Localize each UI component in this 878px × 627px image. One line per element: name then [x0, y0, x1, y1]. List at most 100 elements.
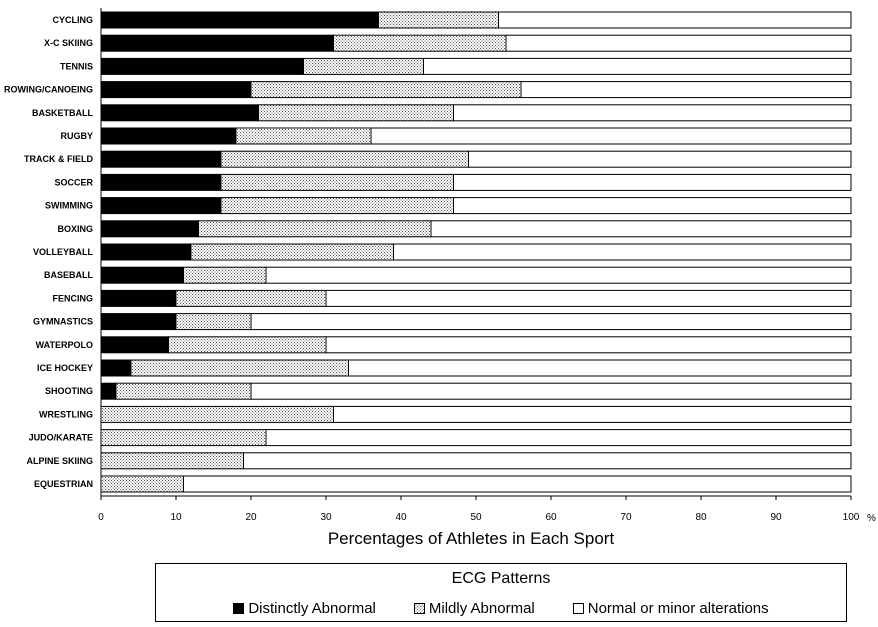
bar-track-field-distinctly-abnormal: [100, 150, 222, 168]
legend-swatch-mildly-abnormal: [413, 603, 425, 614]
bar-waterpolo-distinctly-abnormal: [100, 336, 169, 354]
bar-cycling-normal-or-minor-alterations: [498, 11, 852, 29]
bar-waterpolo-normal-or-minor-alterations: [325, 336, 852, 354]
bar-swimming-mildly-abnormal: [220, 197, 454, 215]
x-tick-label: 10: [170, 512, 182, 523]
category-label: TENNIS: [60, 61, 93, 71]
category-label: SHOOTING: [45, 386, 93, 396]
bar-rugby-normal-or-minor-alterations: [370, 127, 852, 145]
bar-soccer-distinctly-abnormal: [100, 173, 222, 191]
category-label: X-C SKIING: [44, 38, 93, 48]
bar-fencing-distinctly-abnormal: [100, 289, 177, 307]
category-label: ALPINE SKIING: [26, 456, 93, 466]
category-label: WRESTLING: [39, 409, 93, 419]
bar-volleyball-normal-or-minor-alterations: [393, 243, 852, 261]
bar-waterpolo-mildly-abnormal: [168, 336, 327, 354]
bar-cycling-distinctly-abnormal: [100, 11, 379, 29]
bar-alpine-skiing-mildly-abnormal: [100, 452, 244, 470]
bar-baseball-mildly-abnormal: [183, 266, 267, 284]
legend-label-normal: Normal or minor alterations: [587, 600, 769, 617]
bar-wrestling-normal-or-minor-alterations: [333, 405, 852, 423]
bar-equestrian-mildly-abnormal: [100, 475, 184, 493]
bar-baseball-distinctly-abnormal: [100, 266, 184, 284]
bar-boxing-normal-or-minor-alterations: [430, 220, 852, 238]
bar-alpine-skiing-normal-or-minor-alterations: [243, 452, 852, 470]
category-label: BASKETBALL: [32, 108, 93, 118]
legend: ECG Patterns Distinctly Abnormal Mildly …: [155, 563, 847, 622]
legend-title: ECG Patterns: [451, 570, 551, 587]
bar-shooting-normal-or-minor-alterations: [250, 382, 852, 400]
x-tick-label: 70: [620, 512, 632, 523]
bar-rowing-canoeing-normal-or-minor-alterations: [520, 81, 852, 99]
bar-wrestling-mildly-abnormal: [100, 405, 334, 423]
x-axis-title: Percentages of Athletes in Each Sport: [328, 529, 615, 548]
bar-x-c-skiing-distinctly-abnormal: [100, 34, 334, 52]
x-axis-unit: %: [867, 513, 876, 524]
bar-gymnastics-mildly-abnormal: [175, 313, 252, 331]
x-tick-label: 40: [395, 512, 407, 523]
bar-gymnastics-distinctly-abnormal: [100, 313, 177, 331]
bar-track-field-mildly-abnormal: [220, 150, 469, 168]
x-tick-label: 0: [98, 512, 104, 523]
category-label: RUGBY: [60, 131, 93, 141]
bar-x-c-skiing-normal-or-minor-alterations: [505, 34, 852, 52]
bar-equestrian-normal-or-minor-alterations: [183, 475, 852, 493]
category-label: EQUESTRIAN: [34, 479, 93, 489]
bar-track-field-normal-or-minor-alterations: [468, 150, 852, 168]
x-tick-label: 30: [320, 512, 332, 523]
bar-group: [100, 11, 852, 493]
x-tick-label: 60: [545, 512, 557, 523]
legend-swatch-normal: [572, 603, 584, 614]
legend-label-mildly-abnormal: Mildly Abnormal: [428, 600, 535, 617]
category-label: VOLLEYBALL: [33, 247, 94, 257]
bar-cycling-mildly-abnormal: [378, 11, 499, 29]
bar-ice-hockey-normal-or-minor-alterations: [348, 359, 852, 377]
bar-x-c-skiing-mildly-abnormal: [333, 34, 507, 52]
bar-basketball-mildly-abnormal: [258, 104, 454, 122]
bar-ice-hockey-distinctly-abnormal: [100, 359, 132, 377]
category-label: ICE HOCKEY: [37, 363, 93, 373]
bar-soccer-normal-or-minor-alterations: [453, 173, 852, 191]
bar-fencing-mildly-abnormal: [175, 289, 327, 307]
category-label: JUDO/KARATE: [29, 433, 93, 443]
bar-rugby-distinctly-abnormal: [100, 127, 237, 145]
bar-baseball-normal-or-minor-alterations: [265, 266, 852, 284]
category-label: BOXING: [57, 224, 93, 234]
bar-boxing-distinctly-abnormal: [100, 220, 199, 238]
bar-tennis-distinctly-abnormal: [100, 57, 304, 75]
legend-items: Distinctly Abnormal Mildly Abnormal Norm…: [156, 600, 846, 617]
legend-label-distinctly-abnormal: Distinctly Abnormal: [248, 600, 376, 617]
category-labels: CYCLING X-C SKIING TENNIS ROWING/CANOEING BA…: [4, 15, 94, 489]
x-tick-label: 100: [843, 512, 860, 523]
bar-basketball-normal-or-minor-alterations: [453, 104, 852, 122]
bar-rowing-canoeing-mildly-abnormal: [250, 81, 522, 99]
legend-item-distinctly-abnormal: Distinctly Abnormal: [233, 600, 376, 617]
bar-tennis-normal-or-minor-alterations: [423, 57, 852, 75]
x-tick-label: 80: [695, 512, 707, 523]
bar-boxing-mildly-abnormal: [198, 220, 432, 238]
bar-tennis-mildly-abnormal: [303, 57, 424, 75]
category-label: GYMNASTICS: [33, 317, 93, 327]
bar-gymnastics-normal-or-minor-alterations: [250, 313, 852, 331]
bar-swimming-normal-or-minor-alterations: [453, 197, 852, 215]
bar-basketball-distinctly-abnormal: [100, 104, 259, 122]
bar-judo-karate-mildly-abnormal: [100, 429, 267, 447]
category-label: ROWING/CANOEING: [4, 85, 93, 95]
category-label: BASEBALL: [44, 270, 94, 280]
bar-rowing-canoeing-distinctly-abnormal: [100, 81, 252, 99]
x-tick-label: 90: [770, 512, 782, 523]
bar-rugby-mildly-abnormal: [235, 127, 372, 145]
bar-shooting-distinctly-abnormal: [100, 382, 117, 400]
bar-volleyball-mildly-abnormal: [190, 243, 394, 261]
bar-judo-karate-normal-or-minor-alterations: [265, 429, 852, 447]
category-label: FENCING: [53, 293, 94, 303]
legend-item-normal: Normal or minor alterations: [572, 600, 769, 617]
x-tick-label: 50: [470, 512, 482, 523]
bar-swimming-distinctly-abnormal: [100, 197, 222, 215]
bar-volleyball-distinctly-abnormal: [100, 243, 192, 261]
category-label: WATERPOLO: [36, 340, 93, 350]
category-label: TRACK & FIELD: [24, 154, 93, 164]
bar-shooting-mildly-abnormal: [115, 382, 252, 400]
stacked-bar-chart: CYCLING X-C SKIING TENNIS ROWING/CANOEING BA…: [4, 8, 876, 548]
legend-item-mildly-abnormal: Mildly Abnormal: [413, 600, 535, 617]
